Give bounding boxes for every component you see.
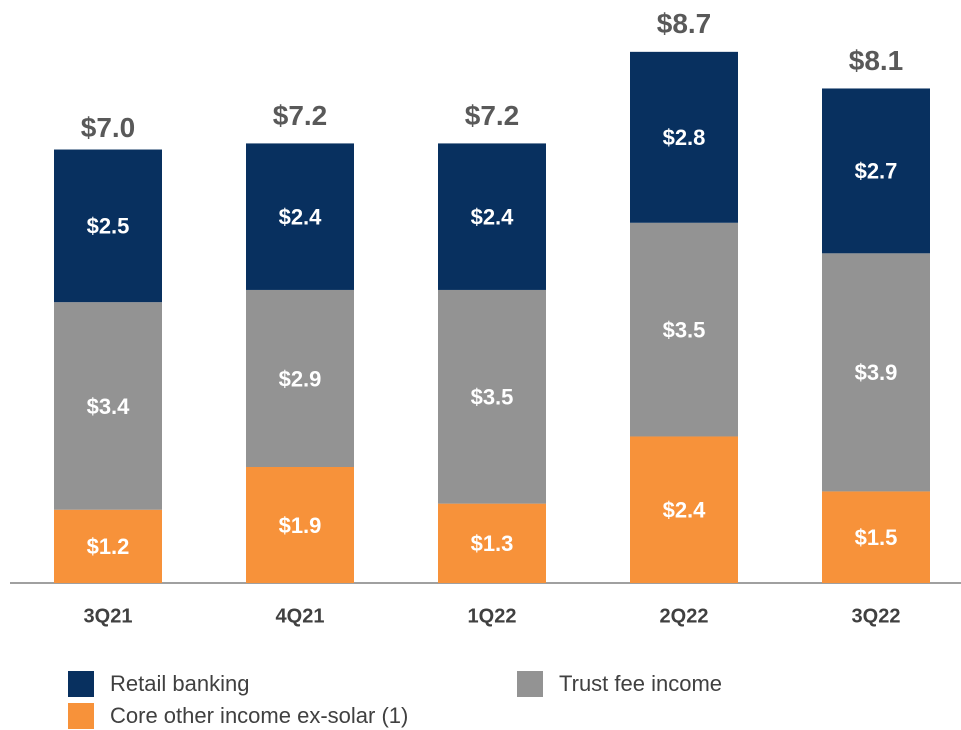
legend-label: Retail banking: [110, 671, 249, 696]
bar-segment: [438, 143, 546, 290]
bar-segment: [822, 253, 930, 492]
total-label: $7.2: [273, 100, 328, 131]
data-label: $3.5: [471, 385, 514, 410]
data-label: $2.4: [279, 204, 323, 229]
total-label: $8.7: [657, 8, 712, 39]
bar-segment: [822, 88, 930, 254]
legend-swatch: [68, 703, 94, 729]
data-label: $3.5: [663, 317, 706, 342]
x-tick-label: 2Q22: [660, 605, 709, 627]
bar-segment: [54, 149, 162, 303]
legend-swatch: [517, 671, 543, 697]
bar-segment: [438, 503, 546, 583]
bar-segment: [630, 222, 738, 437]
data-label: $3.9: [855, 360, 898, 385]
x-tick-label: 1Q22: [468, 605, 517, 627]
bar-segment: [246, 143, 354, 290]
bar-segment: [246, 289, 354, 467]
data-label: $2.4: [663, 498, 707, 523]
bar-segment: [54, 509, 162, 583]
bar-segment: [630, 51, 738, 223]
data-label: $2.5: [87, 214, 130, 239]
bar-segment: [246, 467, 354, 583]
data-label: $1.5: [855, 525, 898, 550]
total-label: $7.2: [465, 100, 520, 131]
bar-segment: [822, 491, 930, 583]
data-label: $3.4: [87, 394, 131, 419]
total-label: $7.0: [81, 112, 136, 143]
legend-label: Core other income ex-solar (1): [110, 703, 408, 728]
data-label: $2.4: [471, 204, 515, 229]
legend-swatch: [68, 671, 94, 697]
bar-segment: [630, 436, 738, 583]
data-label: $1.3: [471, 531, 514, 556]
data-label: $1.2: [87, 534, 130, 559]
data-label: $2.9: [279, 366, 322, 391]
data-label: $2.7: [855, 159, 898, 184]
data-label: $2.8: [663, 125, 706, 150]
x-tick-label: 3Q22: [852, 605, 901, 627]
bar-segment: [438, 289, 546, 504]
data-label: $1.9: [279, 513, 322, 538]
bar-segment: [54, 302, 162, 510]
total-label: $8.1: [849, 45, 904, 76]
legend-label: Trust fee income: [559, 671, 722, 696]
x-tick-label: 3Q21: [84, 605, 133, 627]
x-tick-label: 4Q21: [276, 605, 325, 627]
